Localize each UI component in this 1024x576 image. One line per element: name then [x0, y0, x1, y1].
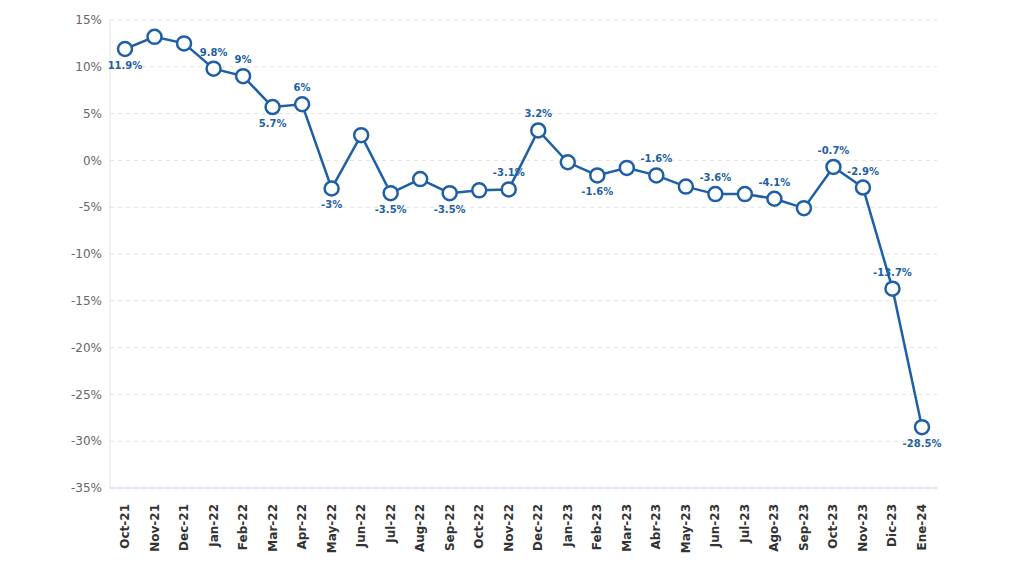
svg-text:0%: 0% — [83, 154, 102, 168]
svg-text:-28.5%: -28.5% — [903, 438, 942, 449]
svg-text:Oct-21: Oct-21 — [118, 504, 132, 549]
svg-text:Sep-22: Sep-22 — [443, 504, 457, 551]
svg-text:3.2%: 3.2% — [524, 108, 552, 119]
svg-text:-35%: -35% — [71, 481, 102, 495]
svg-text:-3.1%: -3.1% — [493, 167, 525, 178]
svg-text:Mar-23: Mar-23 — [620, 504, 634, 552]
svg-text:-4.1%: -4.1% — [758, 177, 790, 188]
svg-text:-3.5%: -3.5% — [375, 204, 407, 215]
svg-text:Feb-22: Feb-22 — [236, 504, 250, 550]
svg-text:-3.5%: -3.5% — [434, 204, 466, 215]
svg-text:5%: 5% — [83, 107, 102, 121]
svg-text:Dec-22: Dec-22 — [531, 504, 545, 551]
svg-text:May-23: May-23 — [679, 504, 693, 553]
svg-text:Feb-23: Feb-23 — [590, 504, 604, 550]
svg-text:9%: 9% — [235, 54, 252, 65]
svg-text:-10%: -10% — [71, 247, 102, 261]
svg-text:-1.6%: -1.6% — [581, 186, 613, 197]
svg-text:-0.7%: -0.7% — [817, 145, 849, 156]
svg-text:Jun-23: Jun-23 — [708, 504, 722, 548]
svg-text:-3%: -3% — [321, 199, 342, 210]
svg-text:-15%: -15% — [71, 294, 102, 308]
svg-text:Jan-22: Jan-22 — [207, 504, 221, 548]
svg-text:-30%: -30% — [71, 434, 102, 448]
svg-text:10%: 10% — [75, 60, 102, 74]
svg-text:May-22: May-22 — [325, 504, 339, 553]
svg-text:-25%: -25% — [71, 388, 102, 402]
svg-text:15%: 15% — [75, 13, 102, 27]
svg-text:Ene-24: Ene-24 — [915, 504, 929, 551]
svg-text:-5%: -5% — [79, 200, 102, 214]
svg-text:Dic-23: Dic-23 — [885, 504, 899, 547]
svg-text:-3.6%: -3.6% — [699, 172, 731, 183]
svg-text:Apr-22: Apr-22 — [295, 504, 309, 549]
svg-text:Jun-22: Jun-22 — [354, 504, 368, 548]
svg-text:Mar-22: Mar-22 — [266, 504, 280, 552]
svg-text:-13.7%: -13.7% — [873, 267, 912, 278]
svg-text:11.9%: 11.9% — [108, 60, 143, 71]
svg-text:Nov-23: Nov-23 — [856, 504, 870, 552]
svg-text:-2.9%: -2.9% — [847, 166, 879, 177]
svg-text:Ago-23: Ago-23 — [767, 504, 781, 552]
svg-text:Jul-22: Jul-22 — [384, 504, 398, 544]
svg-text:-1.6%: -1.6% — [640, 153, 672, 164]
svg-text:-20%: -20% — [71, 341, 102, 355]
svg-text:Abr-23: Abr-23 — [649, 504, 663, 549]
svg-text:Nov-22: Nov-22 — [502, 504, 516, 552]
svg-text:Jan-23: Jan-23 — [561, 504, 575, 548]
svg-text:Oct-22: Oct-22 — [472, 504, 486, 549]
svg-text:9.8%: 9.8% — [200, 47, 228, 58]
svg-text:Jul-23: Jul-23 — [738, 504, 752, 544]
svg-text:5.7%: 5.7% — [259, 118, 287, 129]
svg-text:Dec-21: Dec-21 — [177, 504, 191, 551]
svg-text:Nov-21: Nov-21 — [148, 504, 162, 552]
svg-text:Sep-23: Sep-23 — [797, 504, 811, 551]
svg-text:Aug-22: Aug-22 — [413, 504, 427, 552]
svg-text:6%: 6% — [294, 82, 311, 93]
svg-text:Oct-23: Oct-23 — [826, 504, 840, 549]
